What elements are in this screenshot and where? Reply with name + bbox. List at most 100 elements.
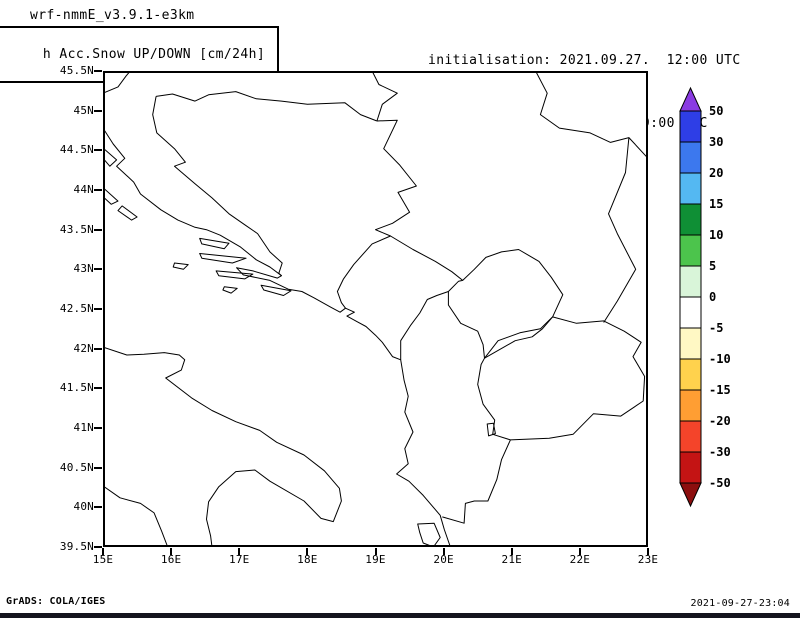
colorbar-label: 20 <box>709 166 723 180</box>
lon-tick <box>102 548 104 555</box>
lon-tick <box>442 548 445 555</box>
lat-tick <box>94 70 102 72</box>
lon-tick-label: 16E <box>160 553 182 566</box>
colorbar-segment <box>679 265 702 298</box>
outline-kosovo-border <box>447 249 564 359</box>
outline-italy-adriatic-coast <box>103 346 342 547</box>
outline-island-hvar <box>199 253 247 264</box>
colorbar-segment <box>679 296 702 329</box>
lat-tick <box>94 427 102 429</box>
lat-tick-label: 43.5N <box>59 222 94 236</box>
colorbar-segment <box>679 451 702 484</box>
lat-tick-label: 43N <box>73 262 94 276</box>
outline-east-adriatic-coast <box>103 127 451 547</box>
lat-tick-label: 41N <box>73 421 94 434</box>
outline-island-mljet <box>260 284 292 296</box>
colorbar-segment <box>679 327 702 360</box>
lat-tick <box>94 466 102 469</box>
colorbar-segment <box>679 358 702 391</box>
lon-tick-label: 22E <box>569 553 591 566</box>
outline-montenegro-albania-border <box>400 291 449 360</box>
outline-island-pag <box>103 147 118 167</box>
lat-tick <box>94 228 102 231</box>
outline-island-korcula <box>215 270 254 280</box>
lon-tick <box>647 548 649 555</box>
lon-tick-label: 23E <box>637 553 659 566</box>
colorbar-label: 5 <box>709 259 716 273</box>
colorbar-segment <box>679 141 702 174</box>
bottom-bar <box>0 613 800 618</box>
lat-tick-label: 45.5N <box>59 64 94 77</box>
outline-albania-greece-border <box>442 439 511 524</box>
lon-tick-label: 15E <box>92 553 114 566</box>
lon-tick-label: 21E <box>501 553 522 566</box>
lat-tick-label: 44N <box>73 183 94 196</box>
lat-tick-label: 45N <box>73 103 94 117</box>
colorbar-label: 30 <box>709 135 723 149</box>
lat-tick <box>94 506 102 509</box>
colorbar-segment <box>679 234 702 267</box>
lon-tick <box>238 548 241 555</box>
outline-slovenia-croatia-border <box>103 71 131 94</box>
colorbar-label: 0 <box>709 290 716 304</box>
lat-tick <box>94 546 102 548</box>
outline-island-vis <box>172 262 189 270</box>
lon-tick-label: 18E <box>297 553 318 566</box>
colorbar-segment <box>679 420 702 453</box>
colorbar-label: 15 <box>709 197 723 211</box>
model-title: wrf-nmmE_v3.9.1-e3km <box>30 8 195 23</box>
lat-tick <box>94 308 102 310</box>
map-frame <box>103 71 648 547</box>
outline-bosnia-serbia-montenegro-border <box>336 119 417 309</box>
outline-croatia-bosnia-border-west <box>152 96 283 277</box>
lat-tick <box>94 189 102 191</box>
colorbar-top-triangle <box>679 86 702 112</box>
outline-island-lastovo <box>222 286 238 294</box>
outline-serbia-romania-border <box>535 71 648 159</box>
grads-credit: GrADS: COLA/IGES <box>6 596 106 607</box>
lon-tick <box>170 548 173 555</box>
lon-tick <box>578 548 581 555</box>
init-time-text: initialisation: 2021.09.27. 12:00 UTC <box>428 53 741 68</box>
lon-tick <box>306 548 309 555</box>
colorbar-label: -30 <box>709 445 731 459</box>
outline-serbia-bulgaria-border <box>603 137 637 323</box>
colorbar-segment <box>679 203 702 236</box>
outline-montenegro-serbia-border <box>390 235 464 281</box>
outline-island-corfu <box>417 522 441 547</box>
lon-tick-label: 20E <box>433 553 454 566</box>
map-plot <box>103 71 648 547</box>
outline-italy-tyrrhenian-coast <box>103 485 169 547</box>
lon-tick-label: 19E <box>365 553 386 566</box>
lon-tick-label: 17E <box>229 553 250 566</box>
colorbar-segment <box>679 389 702 422</box>
lon-tick <box>510 548 513 555</box>
outline-croatia-bosnia-border-north <box>156 91 378 122</box>
colorbar-label: -50 <box>709 476 731 490</box>
colorbar-label: -10 <box>709 352 731 366</box>
lat-tick <box>94 387 102 390</box>
lat-tick-label: 44.5N <box>59 143 94 157</box>
lat-tick-label: 40.5N <box>59 460 94 474</box>
lon-tick <box>374 548 377 555</box>
outline-island-brac <box>199 237 230 250</box>
lat-tick <box>94 268 102 271</box>
creation-timestamp: 2021-09-27-23:04 <box>690 598 790 609</box>
lat-tick-label: 41.5N <box>59 381 94 395</box>
colorbar-segment <box>679 172 702 205</box>
colorbar-label: 10 <box>709 228 723 242</box>
colorbar-label: -5 <box>709 321 723 335</box>
lat-tick-label: 39.5N <box>59 540 94 553</box>
lat-tick <box>94 149 102 152</box>
outline-island-dugi-otok <box>103 187 119 205</box>
colorbar-label: -20 <box>709 414 731 428</box>
lat-tick <box>94 347 102 350</box>
colorbar-segment <box>679 110 702 143</box>
colorbar-label: -15 <box>709 383 731 397</box>
variable-title: h Acc.Snow UP/DOWN [cm/24h] <box>42 47 266 62</box>
lat-tick-label: 40N <box>73 500 94 514</box>
outline-north-macedonia-border <box>477 316 646 441</box>
outline-island-kornati <box>117 205 138 221</box>
